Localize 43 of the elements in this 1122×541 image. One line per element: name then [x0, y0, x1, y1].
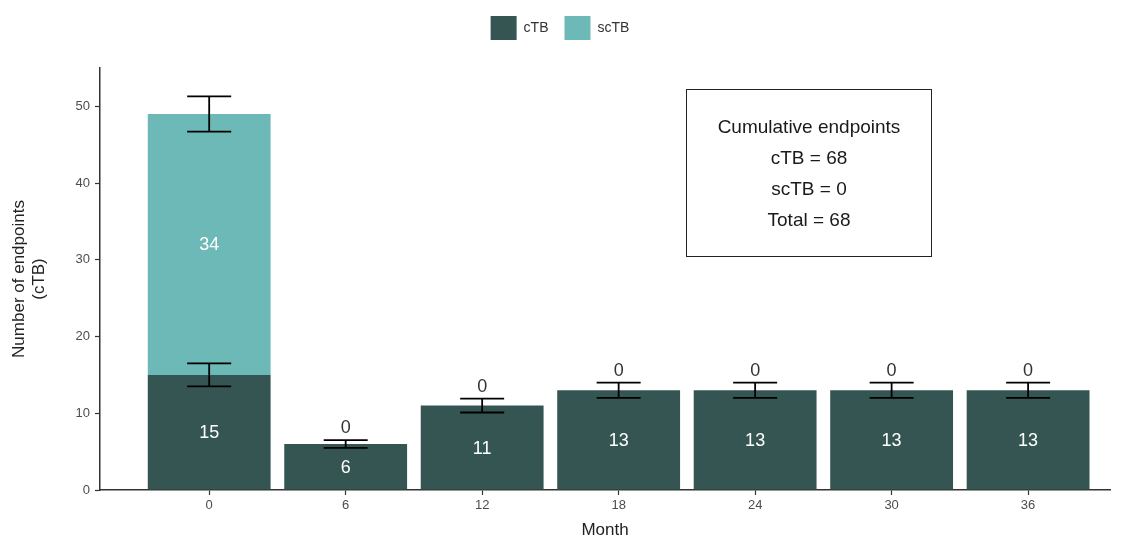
x-tick-label: 24 — [747, 497, 763, 513]
bar — [420, 405, 544, 490]
x-tick-label: 36 — [1020, 497, 1036, 513]
y-tick-label: 0 — [82, 481, 90, 497]
data-label: 13 — [745, 429, 766, 450]
annotation: Cumulative endpoints — [717, 115, 901, 139]
x-tick-label: 30 — [884, 497, 899, 513]
y-tick-label: 30 — [75, 251, 90, 267]
bar — [830, 390, 954, 490]
x-tick-label: 18 — [611, 497, 626, 513]
data-label: 13 — [1018, 429, 1039, 450]
y-tick-label: 40 — [75, 174, 90, 190]
x-axis-title: Month — [581, 520, 629, 540]
bar — [147, 114, 271, 375]
y-tick-label: 50 — [75, 97, 90, 113]
annotation: scTB = 0 — [771, 177, 847, 201]
bar — [557, 390, 681, 490]
x-tick-label: 12 — [474, 497, 490, 513]
y-axis-title: Number of endpoints (cTB) — [9, 200, 49, 358]
x-tick-label: 6 — [342, 497, 350, 513]
data-label: 15 — [199, 422, 220, 443]
data-label: 11 — [472, 437, 492, 458]
data-label: 13 — [881, 429, 902, 450]
bar — [693, 390, 817, 490]
legend-label: scTB — [597, 18, 630, 35]
data-label: 6 — [340, 456, 351, 477]
y-tick-label: 20 — [75, 328, 90, 344]
data-label: 13 — [608, 429, 629, 450]
x-tick-label: 0 — [205, 497, 213, 513]
annotation: cTB = 68 — [770, 146, 848, 170]
data-label: 0 — [886, 359, 897, 380]
bar — [147, 374, 271, 490]
data-label: 0 — [1023, 359, 1034, 380]
annotation: Total = 68 — [767, 208, 851, 232]
data-label: 0 — [750, 359, 761, 380]
bar — [284, 443, 408, 490]
legend-label: cTB — [523, 18, 549, 35]
data-label: 0 — [477, 375, 488, 396]
bar — [966, 390, 1090, 490]
data-label: 34 — [199, 234, 220, 255]
data-label: 0 — [340, 417, 351, 438]
data-label: 0 — [613, 359, 624, 380]
y-tick-label: 10 — [75, 404, 90, 420]
